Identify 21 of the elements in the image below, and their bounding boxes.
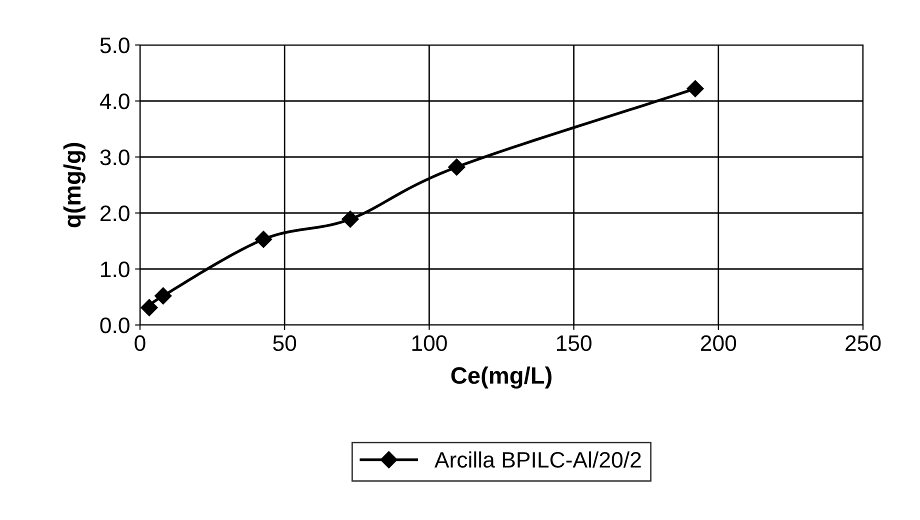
y-tick-label: 2.0 — [100, 206, 130, 222]
point — [154, 287, 172, 304]
x-tick-label: 250 — [846, 335, 881, 352]
point — [140, 299, 158, 316]
x-tick-label: 100 — [412, 335, 447, 352]
x-axis-title: Ce(mg/L) — [451, 366, 552, 389]
x-tick-label: 150 — [556, 335, 592, 352]
y-tick-label: 3.0 — [100, 150, 130, 166]
point — [686, 80, 704, 98]
x-tick-label: 50 — [273, 335, 296, 352]
legend-label: Arcilla BPILC-Al/20/2 — [434, 451, 641, 468]
y-axis-title: q(mg/g) — [63, 142, 86, 228]
x-tick-label: 200 — [700, 335, 736, 352]
y-tick-label: 1.0 — [101, 262, 130, 278]
y-tick-label: 0.0 — [100, 318, 130, 334]
point — [254, 230, 272, 248]
point — [342, 210, 359, 228]
x-tick-label: 0 — [134, 335, 146, 352]
y-tick-label: 5.0 — [100, 38, 130, 54]
y-tick-label: 4.0 — [100, 94, 130, 110]
point — [448, 158, 466, 176]
